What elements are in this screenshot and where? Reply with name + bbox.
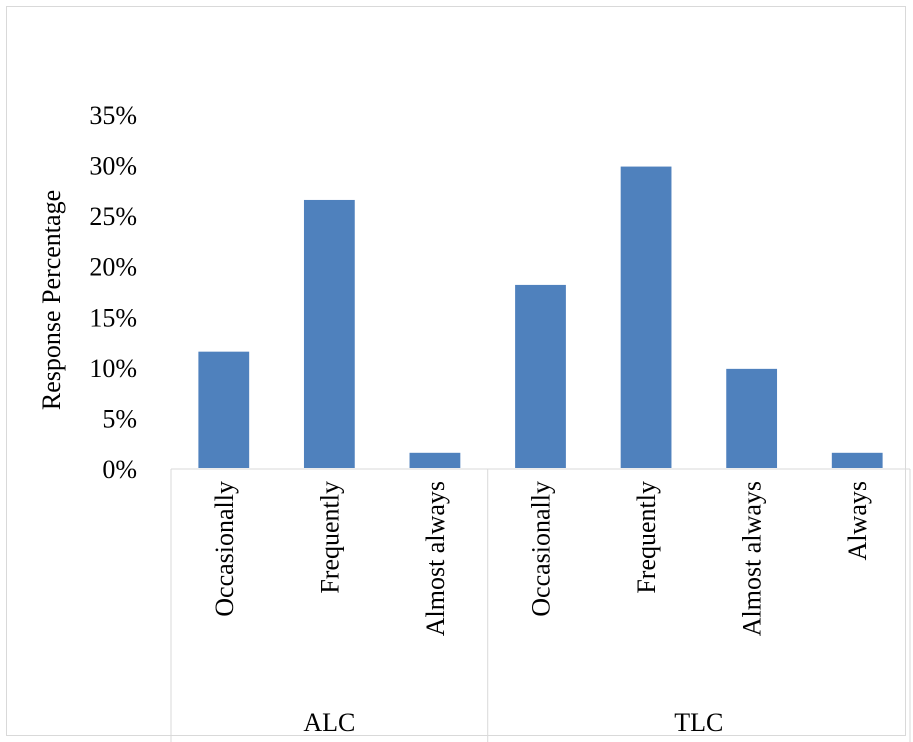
y-tick-label: 30%	[89, 152, 137, 181]
bar	[301, 197, 357, 470]
category-label: Frequently	[632, 481, 661, 594]
group-labels: ALC TLC	[303, 708, 723, 737]
y-tick-label: 0%	[102, 455, 137, 484]
y-tick-label: 35%	[89, 101, 137, 130]
y-tick-label: 25%	[89, 202, 137, 231]
bar	[513, 282, 568, 470]
group-label: ALC	[303, 708, 355, 737]
category-label: Almost always	[421, 481, 450, 636]
bars	[196, 164, 885, 471]
y-axis-title: Response Percentage	[37, 190, 66, 410]
bar	[407, 450, 463, 471]
group-label: TLC	[674, 708, 723, 737]
category-label: Occasionally	[527, 481, 556, 617]
bar	[618, 164, 674, 470]
bar	[196, 349, 252, 471]
bar	[829, 450, 885, 471]
y-tick-label: 5%	[102, 404, 137, 433]
y-tick-label: 10%	[89, 354, 137, 383]
bar	[724, 366, 780, 471]
category-label: Almost always	[738, 481, 767, 636]
y-tick-label: 15%	[89, 303, 137, 332]
category-label: Frequently	[315, 481, 344, 594]
category-label: Always	[843, 481, 872, 560]
x-axis	[170, 468, 911, 742]
y-tick-label: 20%	[89, 253, 137, 282]
category-labels: Occasionally Frequently Almost always Occas…	[210, 481, 872, 636]
category-label: Occasionally	[210, 481, 239, 617]
y-axis-ticks: 0% 5% 10% 15% 20% 25% 30% 35%	[89, 101, 137, 484]
